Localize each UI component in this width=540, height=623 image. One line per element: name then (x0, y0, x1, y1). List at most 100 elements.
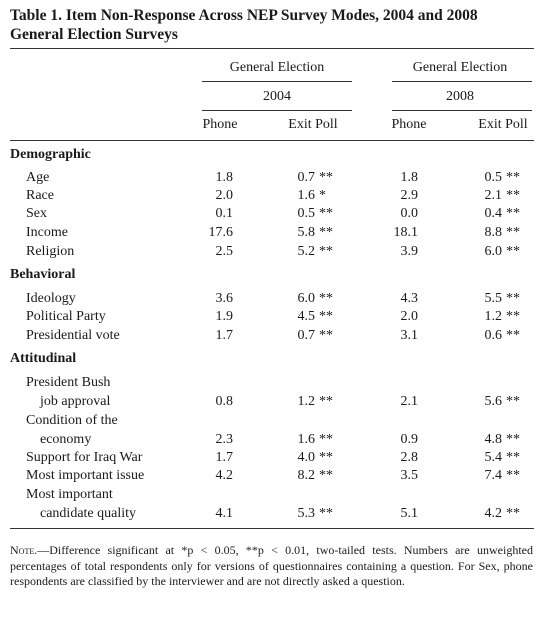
sig-exit-2008: ** (506, 170, 520, 185)
sig-exit-2008: ** (506, 188, 520, 203)
sig-exit-2008: ** (506, 291, 520, 306)
row-label: Income (26, 225, 68, 240)
value-exit-2004: 6.0 (297, 291, 316, 306)
value-phone-2004: 17.6 (208, 225, 234, 240)
group-2004-year: 2004 (263, 89, 291, 104)
bottom-rule (10, 528, 534, 529)
section-heading-demographic: Demographic (10, 147, 91, 162)
value-exit-2008: 5.4 (484, 450, 503, 465)
value-exit-2008: 0.4 (484, 206, 503, 221)
row-label: Condition of the (26, 413, 118, 428)
value-exit-2008: 0.6 (484, 328, 503, 343)
value-exit-2004: 1.2 (297, 394, 316, 409)
value-exit-2008: 4.2 (484, 506, 503, 521)
value-phone-2004: 0.8 (215, 394, 234, 409)
col-header-phone-2004: Phone (202, 117, 238, 132)
value-phone-2004: 3.6 (215, 291, 234, 306)
sig-exit-2004: ** (319, 206, 333, 221)
value-phone-2004: 4.1 (215, 506, 234, 521)
group-2004-label: General Election (229, 60, 325, 75)
col-header-exit-2004: Exit Poll (288, 117, 338, 132)
sig-exit-2004: ** (319, 225, 333, 240)
sig-exit-2004: ** (319, 170, 333, 185)
sig-exit-2008: ** (506, 225, 520, 240)
value-exit-2008: 4.8 (484, 432, 503, 447)
value-phone-2004: 4.2 (215, 468, 234, 483)
note-text: —Difference significant at *p < 0.05, **… (10, 543, 533, 588)
value-phone-2004: 1.7 (215, 450, 234, 465)
table-note: Note.—Difference significant at *p < 0.0… (10, 543, 533, 590)
row-label: Presidential vote (26, 328, 120, 343)
value-phone-2004: 1.9 (215, 309, 234, 324)
value-phone-2008: 18.1 (393, 225, 419, 240)
value-exit-2004: 5.3 (297, 506, 316, 521)
value-exit-2008: 5.6 (484, 394, 503, 409)
value-exit-2008: 5.5 (484, 291, 503, 306)
row-label: Age (26, 170, 50, 185)
value-phone-2004: 2.5 (215, 244, 234, 259)
value-phone-2004: 1.7 (215, 328, 234, 343)
value-phone-2008: 0.9 (400, 432, 419, 447)
sig-exit-2004: ** (319, 432, 333, 447)
sig-exit-2008: ** (506, 432, 520, 447)
sig-exit-2008: ** (506, 244, 520, 259)
sig-exit-2004: ** (319, 309, 333, 324)
value-phone-2008: 3.1 (400, 328, 419, 343)
row-label: Ideology (26, 291, 76, 306)
sig-exit-2008: ** (506, 506, 520, 521)
group-2008-rule-upper (392, 81, 532, 82)
top-rule (10, 48, 534, 49)
value-phone-2008: 3.5 (400, 468, 419, 483)
value-phone-2008: 2.1 (400, 394, 419, 409)
value-exit-2008: 7.4 (484, 468, 503, 483)
value-exit-2004: 8.2 (297, 468, 316, 483)
value-phone-2008: 4.3 (400, 291, 419, 306)
row-label: Religion (26, 244, 75, 259)
value-phone-2008: 5.1 (400, 506, 419, 521)
note-lead: Note. (10, 543, 38, 557)
value-phone-2004: 2.3 (215, 432, 234, 447)
table-title-line-2: General Election Surveys (10, 26, 178, 43)
section-heading-behavioral: Behavioral (10, 267, 76, 282)
row-label: Race (26, 188, 54, 203)
row-label: President Bush (26, 375, 111, 390)
value-phone-2008: 2.0 (400, 309, 419, 324)
value-phone-2004: 0.1 (215, 206, 234, 221)
value-exit-2008: 8.8 (484, 225, 503, 240)
sig-exit-2008: ** (506, 309, 520, 324)
row-label-continued: economy (40, 432, 92, 447)
value-exit-2004: 5.8 (297, 225, 316, 240)
table-title: Table 1. Item Non-Response Across NEP Su… (10, 6, 535, 44)
sig-exit-2008: ** (506, 328, 520, 343)
value-exit-2004: 0.7 (297, 328, 316, 343)
row-label: Political Party (26, 309, 106, 324)
value-phone-2008: 3.9 (400, 244, 419, 259)
row-label: Most important (26, 487, 113, 502)
sig-exit-2008: ** (506, 206, 520, 221)
sig-exit-2004: ** (319, 450, 333, 465)
sig-exit-2008: ** (506, 394, 520, 409)
value-exit-2004: 0.5 (297, 206, 316, 221)
sig-exit-2004: * (319, 188, 326, 203)
value-exit-2008: 6.0 (484, 244, 503, 259)
value-exit-2004: 1.6 (297, 432, 316, 447)
row-label: Support for Iraq War (26, 450, 143, 465)
value-exit-2004: 4.0 (297, 450, 316, 465)
sig-exit-2004: ** (319, 328, 333, 343)
sig-exit-2004: ** (319, 394, 333, 409)
table-title-line-1: Table 1. Item Non-Response Across NEP Su… (10, 7, 478, 24)
row-label-continued: job approval (40, 394, 111, 409)
section-heading-attitudinal: Attitudinal (10, 351, 77, 366)
row-label-continued: candidate quality (40, 506, 137, 521)
col-header-phone-2008: Phone (391, 117, 427, 132)
value-exit-2008: 1.2 (484, 309, 503, 324)
header-rule (10, 140, 534, 141)
col-header-exit-2008: Exit Poll (478, 117, 528, 132)
group-2008-year: 2008 (446, 89, 474, 104)
group-2008-rule-lower (392, 110, 532, 111)
value-phone-2004: 1.8 (215, 170, 234, 185)
group-2004-rule-upper (202, 81, 352, 82)
value-exit-2004: 4.5 (297, 309, 316, 324)
sig-exit-2008: ** (506, 450, 520, 465)
sig-exit-2008: ** (506, 468, 520, 483)
